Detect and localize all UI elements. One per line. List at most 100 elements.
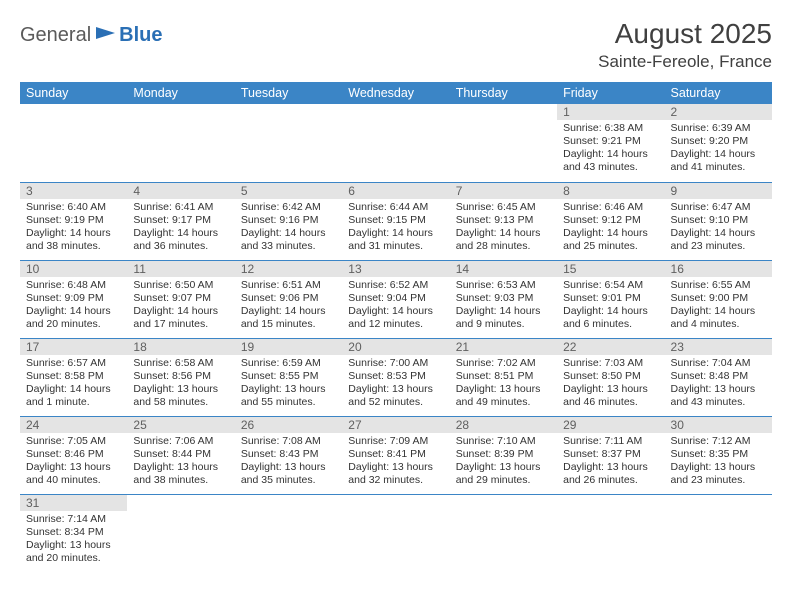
day-details: Sunrise: 6:55 AMSunset: 9:00 PMDaylight:… bbox=[665, 277, 772, 335]
calendar-cell: 14Sunrise: 6:53 AMSunset: 9:03 PMDayligh… bbox=[450, 260, 557, 338]
day-sunset: Sunset: 8:43 PM bbox=[241, 448, 336, 461]
day-sunset: Sunset: 9:01 PM bbox=[563, 292, 658, 305]
calendar-cell bbox=[450, 104, 557, 182]
day-sunset: Sunset: 8:51 PM bbox=[456, 370, 551, 383]
day-sunset: Sunset: 8:48 PM bbox=[671, 370, 766, 383]
day-sunrise: Sunrise: 7:11 AM bbox=[563, 435, 658, 448]
day-details: Sunrise: 6:54 AMSunset: 9:01 PMDaylight:… bbox=[557, 277, 664, 335]
calendar-cell: 22Sunrise: 7:03 AMSunset: 8:50 PMDayligh… bbox=[557, 338, 664, 416]
day-sunrise: Sunrise: 7:03 AM bbox=[563, 357, 658, 370]
day-daylight: Daylight: 14 hours and 15 minutes. bbox=[241, 305, 336, 331]
day-details: Sunrise: 7:11 AMSunset: 8:37 PMDaylight:… bbox=[557, 433, 664, 491]
day-daylight: Daylight: 14 hours and 1 minute. bbox=[26, 383, 121, 409]
day-sunrise: Sunrise: 6:46 AM bbox=[563, 201, 658, 214]
calendar-cell: 9Sunrise: 6:47 AMSunset: 9:10 PMDaylight… bbox=[665, 182, 772, 260]
day-sunset: Sunset: 9:17 PM bbox=[133, 214, 228, 227]
day-sunrise: Sunrise: 6:42 AM bbox=[241, 201, 336, 214]
day-sunset: Sunset: 9:21 PM bbox=[563, 135, 658, 148]
day-sunset: Sunset: 9:19 PM bbox=[26, 214, 121, 227]
day-number: 9 bbox=[665, 183, 772, 199]
day-sunset: Sunset: 8:55 PM bbox=[241, 370, 336, 383]
day-daylight: Daylight: 13 hours and 55 minutes. bbox=[241, 383, 336, 409]
calendar-cell: 30Sunrise: 7:12 AMSunset: 8:35 PMDayligh… bbox=[665, 416, 772, 494]
calendar-cell: 1Sunrise: 6:38 AMSunset: 9:21 PMDaylight… bbox=[557, 104, 664, 182]
day-sunset: Sunset: 8:53 PM bbox=[348, 370, 443, 383]
calendar-head: SundayMondayTuesdayWednesdayThursdayFrid… bbox=[20, 82, 772, 104]
calendar-cell: 12Sunrise: 6:51 AMSunset: 9:06 PMDayligh… bbox=[235, 260, 342, 338]
day-number: 3 bbox=[20, 183, 127, 199]
calendar-cell: 8Sunrise: 6:46 AMSunset: 9:12 PMDaylight… bbox=[557, 182, 664, 260]
day-details: Sunrise: 6:40 AMSunset: 9:19 PMDaylight:… bbox=[20, 199, 127, 257]
day-sunrise: Sunrise: 6:44 AM bbox=[348, 201, 443, 214]
day-daylight: Daylight: 13 hours and 38 minutes. bbox=[133, 461, 228, 487]
day-number: 13 bbox=[342, 261, 449, 277]
calendar-cell: 11Sunrise: 6:50 AMSunset: 9:07 PMDayligh… bbox=[127, 260, 234, 338]
day-sunrise: Sunrise: 7:02 AM bbox=[456, 357, 551, 370]
logo: General Blue bbox=[20, 18, 163, 47]
day-details: Sunrise: 6:44 AMSunset: 9:15 PMDaylight:… bbox=[342, 199, 449, 257]
day-sunrise: Sunrise: 6:45 AM bbox=[456, 201, 551, 214]
day-sunrise: Sunrise: 6:51 AM bbox=[241, 279, 336, 292]
flag-icon bbox=[95, 25, 117, 41]
day-sunrise: Sunrise: 7:06 AM bbox=[133, 435, 228, 448]
calendar-cell: 2Sunrise: 6:39 AMSunset: 9:20 PMDaylight… bbox=[665, 104, 772, 182]
day-daylight: Daylight: 14 hours and 43 minutes. bbox=[563, 148, 658, 174]
calendar-cell: 15Sunrise: 6:54 AMSunset: 9:01 PMDayligh… bbox=[557, 260, 664, 338]
header-row: General Blue August 2025 Sainte-Fereole,… bbox=[20, 18, 772, 72]
weekday-header: Wednesday bbox=[342, 82, 449, 104]
day-number: 29 bbox=[557, 417, 664, 433]
day-details: Sunrise: 7:10 AMSunset: 8:39 PMDaylight:… bbox=[450, 433, 557, 491]
day-sunset: Sunset: 9:12 PM bbox=[563, 214, 658, 227]
day-number: 10 bbox=[20, 261, 127, 277]
calendar-cell: 4Sunrise: 6:41 AMSunset: 9:17 PMDaylight… bbox=[127, 182, 234, 260]
day-number: 24 bbox=[20, 417, 127, 433]
day-sunrise: Sunrise: 7:04 AM bbox=[671, 357, 766, 370]
day-details: Sunrise: 6:57 AMSunset: 8:58 PMDaylight:… bbox=[20, 355, 127, 413]
calendar-cell bbox=[665, 494, 772, 572]
day-sunrise: Sunrise: 7:08 AM bbox=[241, 435, 336, 448]
day-sunrise: Sunrise: 6:53 AM bbox=[456, 279, 551, 292]
day-sunset: Sunset: 8:44 PM bbox=[133, 448, 228, 461]
day-details: Sunrise: 6:39 AMSunset: 9:20 PMDaylight:… bbox=[665, 120, 772, 178]
day-daylight: Daylight: 14 hours and 33 minutes. bbox=[241, 227, 336, 253]
day-sunset: Sunset: 8:56 PM bbox=[133, 370, 228, 383]
day-number: 21 bbox=[450, 339, 557, 355]
day-details: Sunrise: 6:48 AMSunset: 9:09 PMDaylight:… bbox=[20, 277, 127, 335]
day-sunset: Sunset: 8:41 PM bbox=[348, 448, 443, 461]
day-number: 22 bbox=[557, 339, 664, 355]
calendar-cell: 25Sunrise: 7:06 AMSunset: 8:44 PMDayligh… bbox=[127, 416, 234, 494]
day-number: 15 bbox=[557, 261, 664, 277]
day-sunrise: Sunrise: 7:14 AM bbox=[26, 513, 121, 526]
day-sunrise: Sunrise: 6:50 AM bbox=[133, 279, 228, 292]
day-sunrise: Sunrise: 6:48 AM bbox=[26, 279, 121, 292]
calendar-cell bbox=[127, 104, 234, 182]
day-sunset: Sunset: 9:09 PM bbox=[26, 292, 121, 305]
day-daylight: Daylight: 14 hours and 31 minutes. bbox=[348, 227, 443, 253]
day-sunset: Sunset: 9:15 PM bbox=[348, 214, 443, 227]
day-daylight: Daylight: 13 hours and 52 minutes. bbox=[348, 383, 443, 409]
weekday-header: Sunday bbox=[20, 82, 127, 104]
day-sunrise: Sunrise: 7:10 AM bbox=[456, 435, 551, 448]
day-sunrise: Sunrise: 7:05 AM bbox=[26, 435, 121, 448]
day-number: 18 bbox=[127, 339, 234, 355]
day-details: Sunrise: 6:41 AMSunset: 9:17 PMDaylight:… bbox=[127, 199, 234, 257]
day-number: 6 bbox=[342, 183, 449, 199]
day-daylight: Daylight: 14 hours and 41 minutes. bbox=[671, 148, 766, 174]
day-details: Sunrise: 7:09 AMSunset: 8:41 PMDaylight:… bbox=[342, 433, 449, 491]
day-daylight: Daylight: 14 hours and 4 minutes. bbox=[671, 305, 766, 331]
day-details: Sunrise: 6:52 AMSunset: 9:04 PMDaylight:… bbox=[342, 277, 449, 335]
day-number: 14 bbox=[450, 261, 557, 277]
day-details: Sunrise: 6:58 AMSunset: 8:56 PMDaylight:… bbox=[127, 355, 234, 413]
day-details: Sunrise: 7:04 AMSunset: 8:48 PMDaylight:… bbox=[665, 355, 772, 413]
calendar-cell: 6Sunrise: 6:44 AMSunset: 9:15 PMDaylight… bbox=[342, 182, 449, 260]
day-sunset: Sunset: 9:07 PM bbox=[133, 292, 228, 305]
day-daylight: Daylight: 13 hours and 23 minutes. bbox=[671, 461, 766, 487]
calendar-cell: 10Sunrise: 6:48 AMSunset: 9:09 PMDayligh… bbox=[20, 260, 127, 338]
day-details: Sunrise: 7:05 AMSunset: 8:46 PMDaylight:… bbox=[20, 433, 127, 491]
day-number: 23 bbox=[665, 339, 772, 355]
calendar-cell: 7Sunrise: 6:45 AMSunset: 9:13 PMDaylight… bbox=[450, 182, 557, 260]
calendar-cell: 5Sunrise: 6:42 AMSunset: 9:16 PMDaylight… bbox=[235, 182, 342, 260]
day-details: Sunrise: 6:38 AMSunset: 9:21 PMDaylight:… bbox=[557, 120, 664, 178]
day-daylight: Daylight: 14 hours and 6 minutes. bbox=[563, 305, 658, 331]
day-sunrise: Sunrise: 6:39 AM bbox=[671, 122, 766, 135]
